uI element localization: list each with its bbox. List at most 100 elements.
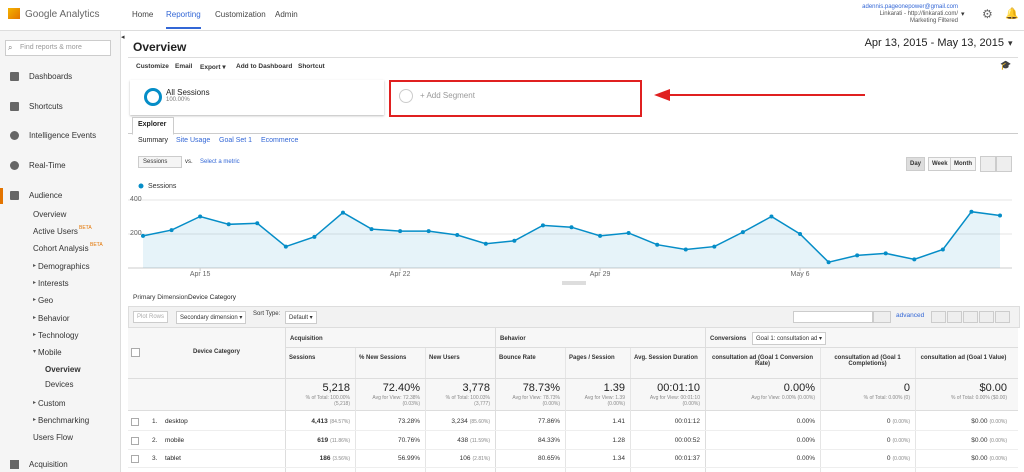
nav-item[interactable]: Customization bbox=[215, 10, 266, 19]
add-segment-box[interactable] bbox=[389, 80, 642, 117]
column-header[interactable]: % New Sessions bbox=[359, 355, 407, 361]
toolbar-link[interactable]: Export ▾ bbox=[200, 64, 226, 71]
date-caret: ▾ bbox=[1008, 38, 1013, 48]
goal-select[interactable]: Goal 1: consultation ad ▾ bbox=[752, 332, 827, 345]
data-point bbox=[198, 214, 203, 219]
search-box[interactable] bbox=[5, 40, 111, 56]
subtab[interactable]: Summary bbox=[138, 137, 168, 144]
x-tick-label: Apr 22 bbox=[390, 271, 411, 278]
sidebar-item[interactable]: Devices bbox=[45, 380, 74, 389]
collapse-arrow[interactable]: ◂ bbox=[121, 34, 125, 41]
account-line: adennis.pageonepower@gmail.com bbox=[862, 4, 958, 10]
product-name: Google Analytics bbox=[25, 9, 100, 20]
view-button bbox=[931, 311, 946, 323]
data-point bbox=[369, 227, 374, 232]
checkbox bbox=[131, 436, 139, 445]
data-point bbox=[312, 234, 317, 239]
data-point bbox=[283, 244, 288, 249]
sidebar-section[interactable]: Dashboards bbox=[29, 72, 73, 81]
metric-select[interactable]: Sessions bbox=[138, 156, 183, 168]
row-device[interactable]: tablet bbox=[165, 455, 181, 462]
period-button[interactable]: Month bbox=[950, 157, 976, 171]
column-header[interactable]: Sessions bbox=[289, 355, 316, 361]
cell-value: 84.33% bbox=[537, 436, 560, 444]
sidebar-item[interactable]: Users Flow bbox=[33, 433, 74, 442]
table-control[interactable]: Secondary dimension ▾ bbox=[176, 311, 247, 324]
cell-share: (11.86%) bbox=[330, 437, 350, 444]
col-divider bbox=[425, 347, 426, 472]
cell: $0.00 (0.00%) bbox=[915, 437, 1007, 444]
total-note: Avg for View: 78.73% (0.00%) bbox=[512, 395, 560, 407]
sidebar-item[interactable]: Custom bbox=[38, 399, 66, 408]
sidebar-item[interactable]: Overview bbox=[33, 210, 67, 219]
select-metric[interactable]: Select a metric bbox=[200, 159, 240, 165]
col-divider bbox=[565, 347, 566, 472]
sidebar-item[interactable]: Geo bbox=[38, 296, 54, 305]
sidebar-item[interactable]: Cohort Analysis bbox=[33, 244, 89, 253]
subtab[interactable]: Goal Set 1 bbox=[219, 137, 253, 144]
tab-label[interactable]: Explorer bbox=[138, 121, 167, 128]
column-header[interactable]: Device Category bbox=[192, 349, 241, 355]
bell-icon[interactable]: 🔔 bbox=[1005, 8, 1019, 20]
column-header[interactable]: Bounce Rate bbox=[499, 355, 536, 361]
row-device[interactable]: desktop bbox=[165, 418, 188, 425]
column-header[interactable]: Pages / Session bbox=[569, 355, 615, 361]
nav-item[interactable]: Home bbox=[132, 10, 154, 19]
column-header[interactable]: Avg. Session Duration bbox=[634, 355, 698, 361]
sidebar-item[interactable]: Demographics bbox=[38, 262, 90, 271]
subtab[interactable]: Site Usage bbox=[176, 137, 211, 144]
sidebar-item[interactable]: Interests bbox=[38, 279, 69, 288]
col-divider bbox=[285, 327, 286, 472]
data-point bbox=[855, 253, 860, 258]
settings-icon[interactable]: ⚙ bbox=[982, 7, 993, 21]
section-icon bbox=[10, 72, 19, 81]
cell: 00:00:52 bbox=[630, 437, 700, 444]
sidebar-item[interactable]: Active Users bbox=[33, 227, 78, 236]
cell-value: 619 bbox=[317, 436, 329, 444]
row-device[interactable]: mobile bbox=[165, 436, 185, 444]
sidebar-item[interactable]: Mobile bbox=[38, 348, 62, 357]
column-header[interactable]: consultation ad (Goal 1 Value) bbox=[920, 355, 1007, 361]
sidebar-item[interactable]: Behavior bbox=[38, 314, 70, 323]
chart-type-button bbox=[980, 156, 996, 172]
data-point bbox=[626, 230, 631, 235]
section-icon bbox=[10, 460, 19, 469]
tab-line bbox=[128, 133, 1018, 134]
column-group: Behavior bbox=[500, 336, 526, 342]
nav-item[interactable]: Reporting bbox=[166, 10, 201, 29]
sidebar-section[interactable]: Real-Time bbox=[29, 161, 66, 170]
toolbar-link[interactable]: Add to Dashboard bbox=[236, 63, 293, 70]
total-value: 3,778 bbox=[462, 382, 490, 394]
date-range[interactable]: Apr 13, 2015 - May 13, 2015 bbox=[864, 37, 1004, 49]
sidebar-item[interactable]: Overview bbox=[45, 365, 81, 374]
table-control[interactable]: Default ▾ bbox=[285, 311, 317, 324]
header-line bbox=[128, 378, 1018, 379]
data-point bbox=[226, 222, 231, 227]
expand-arrow: ▸ bbox=[33, 263, 37, 269]
checkbox bbox=[131, 455, 139, 463]
sidebar-item[interactable]: Benchmarking bbox=[38, 416, 90, 425]
period-button[interactable]: Day bbox=[906, 157, 926, 171]
data-point bbox=[141, 233, 145, 238]
primary-dimension-label: Primary Dimension: bbox=[133, 294, 190, 301]
toolbar-link[interactable]: Customize bbox=[136, 63, 169, 70]
sidebar-section[interactable]: Intelligence Events bbox=[29, 131, 97, 140]
period-button[interactable]: Week bbox=[928, 157, 952, 171]
table-control[interactable]: Plot Rows bbox=[133, 311, 169, 323]
column-group: Conversions bbox=[710, 336, 747, 342]
cell: 3,234 (85.60%) bbox=[425, 418, 490, 425]
sidebar-item[interactable]: Technology bbox=[38, 331, 79, 340]
sidebar-section[interactable]: Shortcuts bbox=[29, 102, 63, 111]
add-segment[interactable]: + Add Segment bbox=[420, 91, 475, 100]
nav-item[interactable]: Admin bbox=[275, 10, 298, 19]
column-header[interactable]: consultation ad (Goal 1 Completions) bbox=[834, 355, 901, 367]
sidebar-section[interactable]: Audience bbox=[29, 191, 63, 200]
toolbar-link[interactable]: Shortcut bbox=[298, 63, 325, 70]
subtab[interactable]: Ecommerce bbox=[261, 137, 299, 144]
toolbar-link[interactable]: Email bbox=[175, 63, 193, 70]
cell-value: 0 bbox=[886, 436, 891, 444]
column-header[interactable]: consultation ad (Goal 1 Conversion Rate) bbox=[711, 355, 813, 367]
sidebar-section[interactable]: Acquisition bbox=[29, 460, 68, 469]
advanced-link[interactable]: advanced bbox=[896, 312, 925, 319]
column-header[interactable]: New Users bbox=[429, 355, 460, 361]
